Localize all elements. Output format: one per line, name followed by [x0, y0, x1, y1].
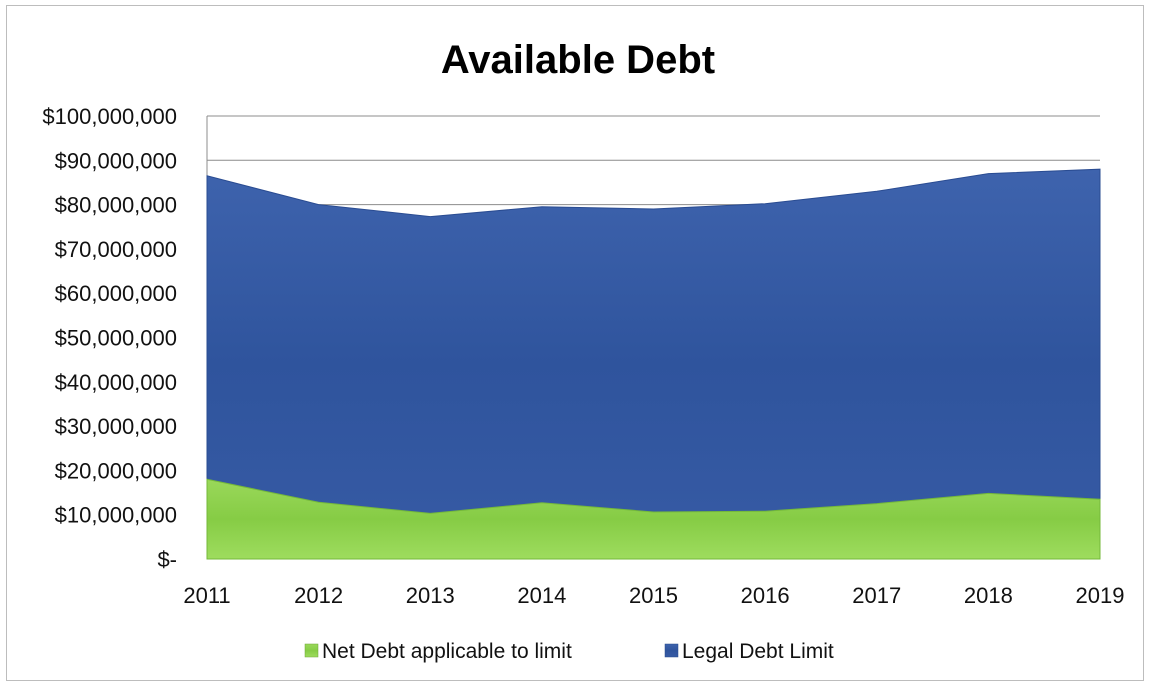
x-tick-label-2013: 2013: [406, 583, 455, 608]
x-tick-label-2017: 2017: [852, 583, 901, 608]
area-net-debt-applicable-to-limit: [206, 478, 1101, 560]
legend: Net Debt applicable to limit Legal Debt …: [304, 640, 834, 663]
legend-swatch-legal-debt: [664, 643, 679, 658]
area-series: [206, 168, 1101, 560]
y-tick-label-4: $40,000,000: [55, 370, 177, 395]
x-tick-label-2011: 2011: [183, 583, 230, 608]
x-tick-label-2012: 2012: [294, 583, 343, 608]
y-tick-label-5: $50,000,000: [55, 326, 177, 351]
legend-swatch-net-debt: [304, 643, 319, 658]
y-tick-label-0: $-: [157, 547, 177, 572]
chart-title: Available Debt: [441, 38, 715, 82]
x-tick-label-2014: 2014: [517, 583, 566, 608]
y-tick-label-1: $10,000,000: [55, 503, 177, 528]
x-tick-label-2018: 2018: [964, 583, 1013, 608]
legend-label-legal-debt: Legal Debt Limit: [682, 640, 834, 663]
y-axis-ticks: $- $10,000,000 $20,000,000 $30,000,000 $40,0…: [42, 104, 177, 572]
x-axis-ticks: 2011 2012 2013 2014 2015 2016 2017 2018 2019: [183, 583, 1124, 608]
y-tick-label-7: $70,000,000: [55, 237, 177, 262]
y-tick-label-10: $100,000,000: [42, 104, 177, 129]
x-tick-label-2015: 2015: [629, 583, 678, 608]
x-tick-label-2019: 2019: [1076, 583, 1125, 608]
y-tick-label-8: $80,000,000: [55, 193, 177, 218]
legend-label-net-debt: Net Debt applicable to limit: [322, 640, 572, 663]
x-tick-label-2016: 2016: [741, 583, 790, 608]
y-tick-label-3: $30,000,000: [55, 414, 177, 439]
y-tick-label-6: $60,000,000: [55, 281, 177, 306]
y-tick-label-9: $90,000,000: [55, 148, 177, 173]
y-tick-label-2: $20,000,000: [55, 458, 177, 483]
area-legal-debt-limit: [206, 168, 1101, 560]
